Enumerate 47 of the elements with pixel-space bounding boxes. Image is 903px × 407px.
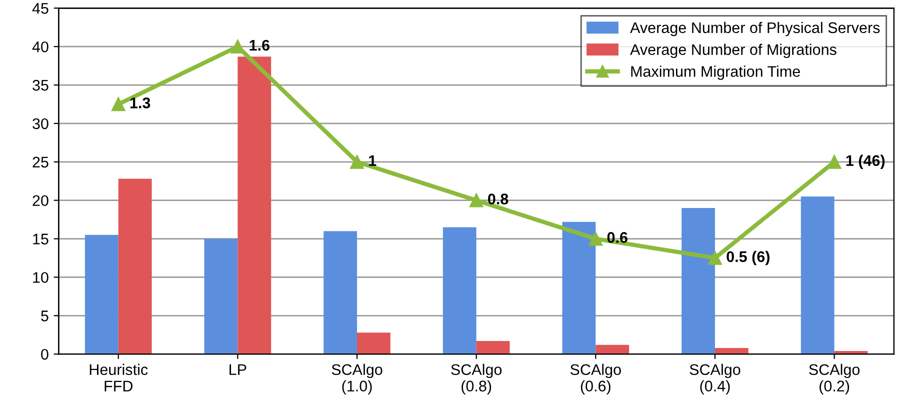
bar <box>442 227 476 354</box>
y-tick-label: 40 <box>32 41 48 52</box>
point <box>708 251 722 265</box>
data-label: 0.6 <box>607 232 628 243</box>
legend-label: Average Number of Migrations <box>630 44 836 58</box>
bar <box>84 234 118 354</box>
point <box>588 232 603 246</box>
y-tick-label: 20 <box>32 195 48 206</box>
bar <box>682 208 715 354</box>
bar <box>204 238 238 354</box>
x-tick-label: SCAlgo (0.2) <box>809 364 860 395</box>
bar <box>118 178 152 354</box>
y-tick-label: 35 <box>32 80 48 91</box>
y-tick-label: 30 <box>32 118 48 130</box>
bar <box>800 196 834 354</box>
data-label: 1 (46) <box>846 154 885 170</box>
point <box>230 40 245 54</box>
bar <box>476 341 510 354</box>
y-tick-label: 15 <box>33 234 48 244</box>
x-tick-label: Heuristic FFD <box>90 364 148 392</box>
bar <box>562 222 596 354</box>
data-label: 1.3 <box>130 98 150 108</box>
y-tick-label: 45 <box>32 3 48 14</box>
bar <box>357 332 390 354</box>
point <box>111 97 126 112</box>
x-tick-label: SCAlgo (0.6) <box>570 364 621 395</box>
data-label: 1.6 <box>250 40 270 51</box>
bar <box>238 56 272 354</box>
point <box>469 193 484 208</box>
x-tick-label: LP <box>230 364 246 375</box>
data-label: 0.8 <box>488 194 508 204</box>
x-tick-label: SCAlgo (0.8) <box>451 364 502 395</box>
point <box>350 154 364 169</box>
legend-label: Maximum Migration Time <box>631 66 800 80</box>
y-tick-label: 25 <box>32 156 48 168</box>
legend-label: Average Number of Physical Servers <box>630 22 880 36</box>
x-tick-label: SCAlgo (1.0) <box>332 364 382 395</box>
bar <box>324 231 358 354</box>
bar <box>714 348 748 354</box>
bar <box>596 344 630 354</box>
data-label: 0.5 (6) <box>726 250 770 266</box>
point <box>827 154 842 169</box>
data-label: 1 <box>369 155 376 166</box>
x-tick-label: SCAlgo (0.4) <box>690 364 740 395</box>
y-tick-label: 0 <box>41 348 48 360</box>
y-tick-label: 10 <box>33 272 48 283</box>
y-tick-label: 5 <box>41 310 48 322</box>
